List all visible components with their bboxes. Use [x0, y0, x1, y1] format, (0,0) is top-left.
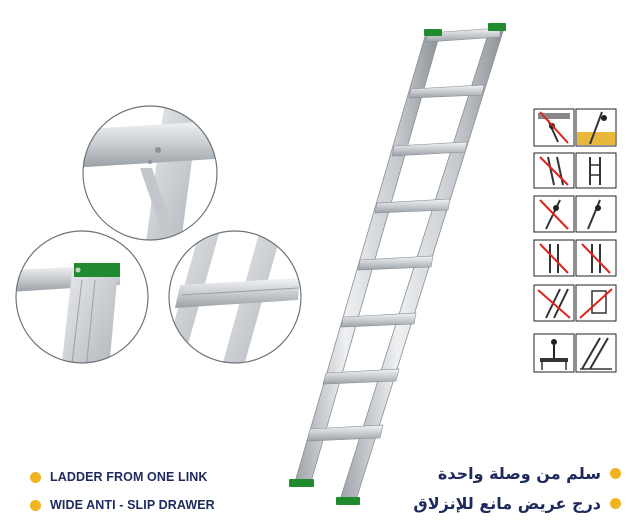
top-cap-right [488, 23, 506, 31]
safety-icon-row [533, 284, 617, 322]
feature-label: درج عريض مانع للإنزلاق [413, 493, 601, 513]
detail-view-wide-step [168, 230, 302, 364]
safety-icon-grid [533, 108, 617, 373]
ladder-rung [306, 424, 384, 442]
ladder-rung [340, 312, 417, 328]
ladder-against-wall-correct-icon [575, 108, 617, 147]
feature-item: LADDER FROM ONE LINK [30, 463, 215, 491]
ladder-straight-icon [575, 152, 617, 189]
feature-list-english: LADDER FROM ONE LINK WIDE ANTI - SLIP DR… [30, 463, 215, 519]
bullet-dot-icon [30, 499, 41, 511]
check-feet-icon [575, 284, 617, 322]
detail-view-top-cap [15, 230, 149, 364]
feature-item: سلم من وصلة واحدة [413, 458, 621, 488]
detail-view-rung-joint [82, 105, 218, 241]
ladder-angle-icon [575, 333, 617, 373]
safety-icon-row [533, 108, 617, 147]
safety-icon-row [533, 195, 617, 233]
safety-icon-row [533, 239, 617, 277]
feature-list-arabic: سلم من وصلة واحدة درج عريض مانع للإنزلاق [413, 458, 621, 518]
ladder-rung [408, 84, 485, 99]
feature-label: LADDER FROM ONE LINK [50, 470, 208, 484]
foot-cap-left [289, 479, 314, 487]
safety-icon-row [533, 152, 617, 189]
top-cap-left [424, 29, 442, 36]
check-ladder-condition-icon [533, 284, 575, 322]
bullet-dot-icon [30, 471, 41, 483]
do-not-lean-back-icon [575, 239, 617, 277]
feature-label: سلم من وصلة واحدة [437, 463, 601, 483]
stand-on-platform-icon [533, 333, 575, 373]
feature-item: درج عريض مانع للإنزلاق [413, 488, 621, 518]
climb-facing-ladder-icon [575, 195, 617, 233]
ladder-top-bar [425, 27, 501, 43]
ladder-rung [357, 255, 434, 271]
ladder [289, 23, 506, 505]
ladder-rung [374, 198, 451, 214]
do-not-climb-above-overhead-icon [533, 108, 575, 147]
do-not-stand-sideways-icon [533, 152, 575, 189]
foot-cap-right [336, 497, 360, 505]
feature-label: WIDE ANTI - SLIP DRAWER [50, 498, 215, 512]
safety-icon-row [533, 333, 617, 373]
feature-item: WIDE ANTI - SLIP DRAWER [30, 491, 215, 519]
bullet-dot-icon [610, 467, 621, 479]
ladder-rung [391, 141, 468, 157]
ladder-rungs [306, 84, 485, 442]
do-not-carry-load-icon [533, 195, 575, 233]
bullet-dot-icon [610, 497, 621, 509]
do-not-overreach-icon [533, 239, 575, 277]
ladder-rung [322, 368, 400, 385]
